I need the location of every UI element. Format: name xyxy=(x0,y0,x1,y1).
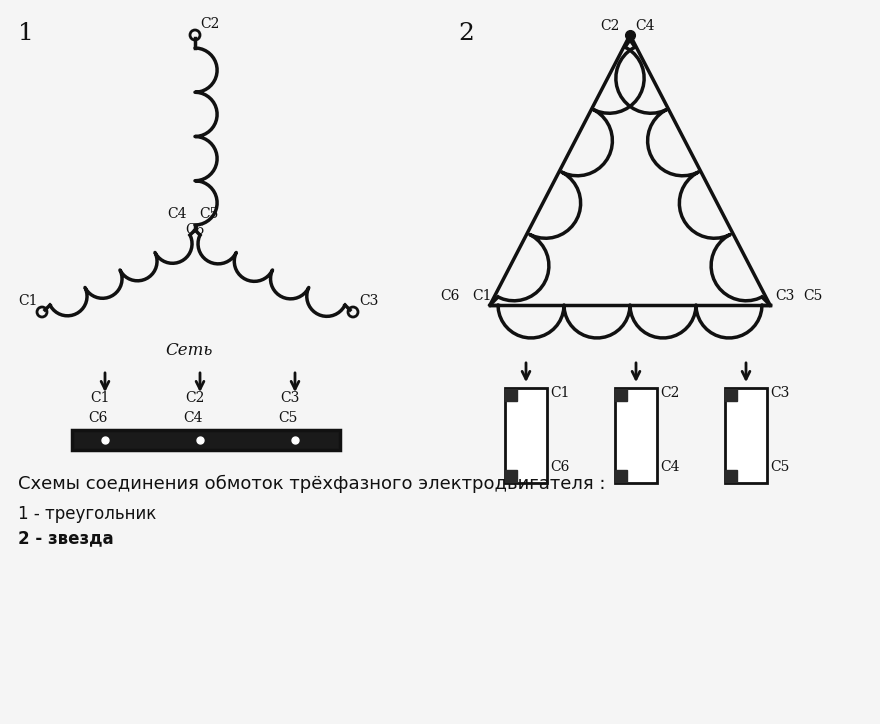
Text: C6: C6 xyxy=(185,223,204,237)
Text: C5: C5 xyxy=(803,289,823,303)
Text: C2: C2 xyxy=(600,19,620,33)
Text: C2: C2 xyxy=(185,391,204,405)
Text: C6: C6 xyxy=(440,289,459,303)
Bar xyxy=(615,388,657,483)
Text: C2: C2 xyxy=(660,386,679,400)
Text: 2: 2 xyxy=(458,22,473,45)
Text: C1: C1 xyxy=(472,289,492,303)
Text: C5: C5 xyxy=(278,411,297,425)
Text: C5: C5 xyxy=(770,460,789,474)
Bar xyxy=(725,388,767,483)
Text: C3: C3 xyxy=(770,386,789,400)
Text: Схемы соединения обмоток трёхфазного электродвигателя :: Схемы соединения обмоток трёхфазного эле… xyxy=(18,475,605,493)
Text: C3: C3 xyxy=(359,294,378,308)
Text: C1: C1 xyxy=(90,391,109,405)
Text: C5: C5 xyxy=(199,207,218,221)
Text: 1 - треугольник: 1 - треугольник xyxy=(18,505,157,523)
Text: C3: C3 xyxy=(775,289,795,303)
Text: Сеть: Сеть xyxy=(165,342,212,359)
Text: C1: C1 xyxy=(550,386,569,400)
Text: C4: C4 xyxy=(167,207,187,221)
Text: C6: C6 xyxy=(88,411,107,425)
Text: C4: C4 xyxy=(660,460,679,474)
Bar xyxy=(72,430,340,450)
Text: C3: C3 xyxy=(280,391,299,405)
Text: C1: C1 xyxy=(18,294,38,308)
Text: C4: C4 xyxy=(635,19,655,33)
Text: 1: 1 xyxy=(18,22,33,45)
Text: C6: C6 xyxy=(550,460,569,474)
Text: C4: C4 xyxy=(183,411,202,425)
Text: C2: C2 xyxy=(200,17,219,31)
Text: 2 - звезда: 2 - звезда xyxy=(18,529,114,547)
Bar xyxy=(505,388,547,483)
